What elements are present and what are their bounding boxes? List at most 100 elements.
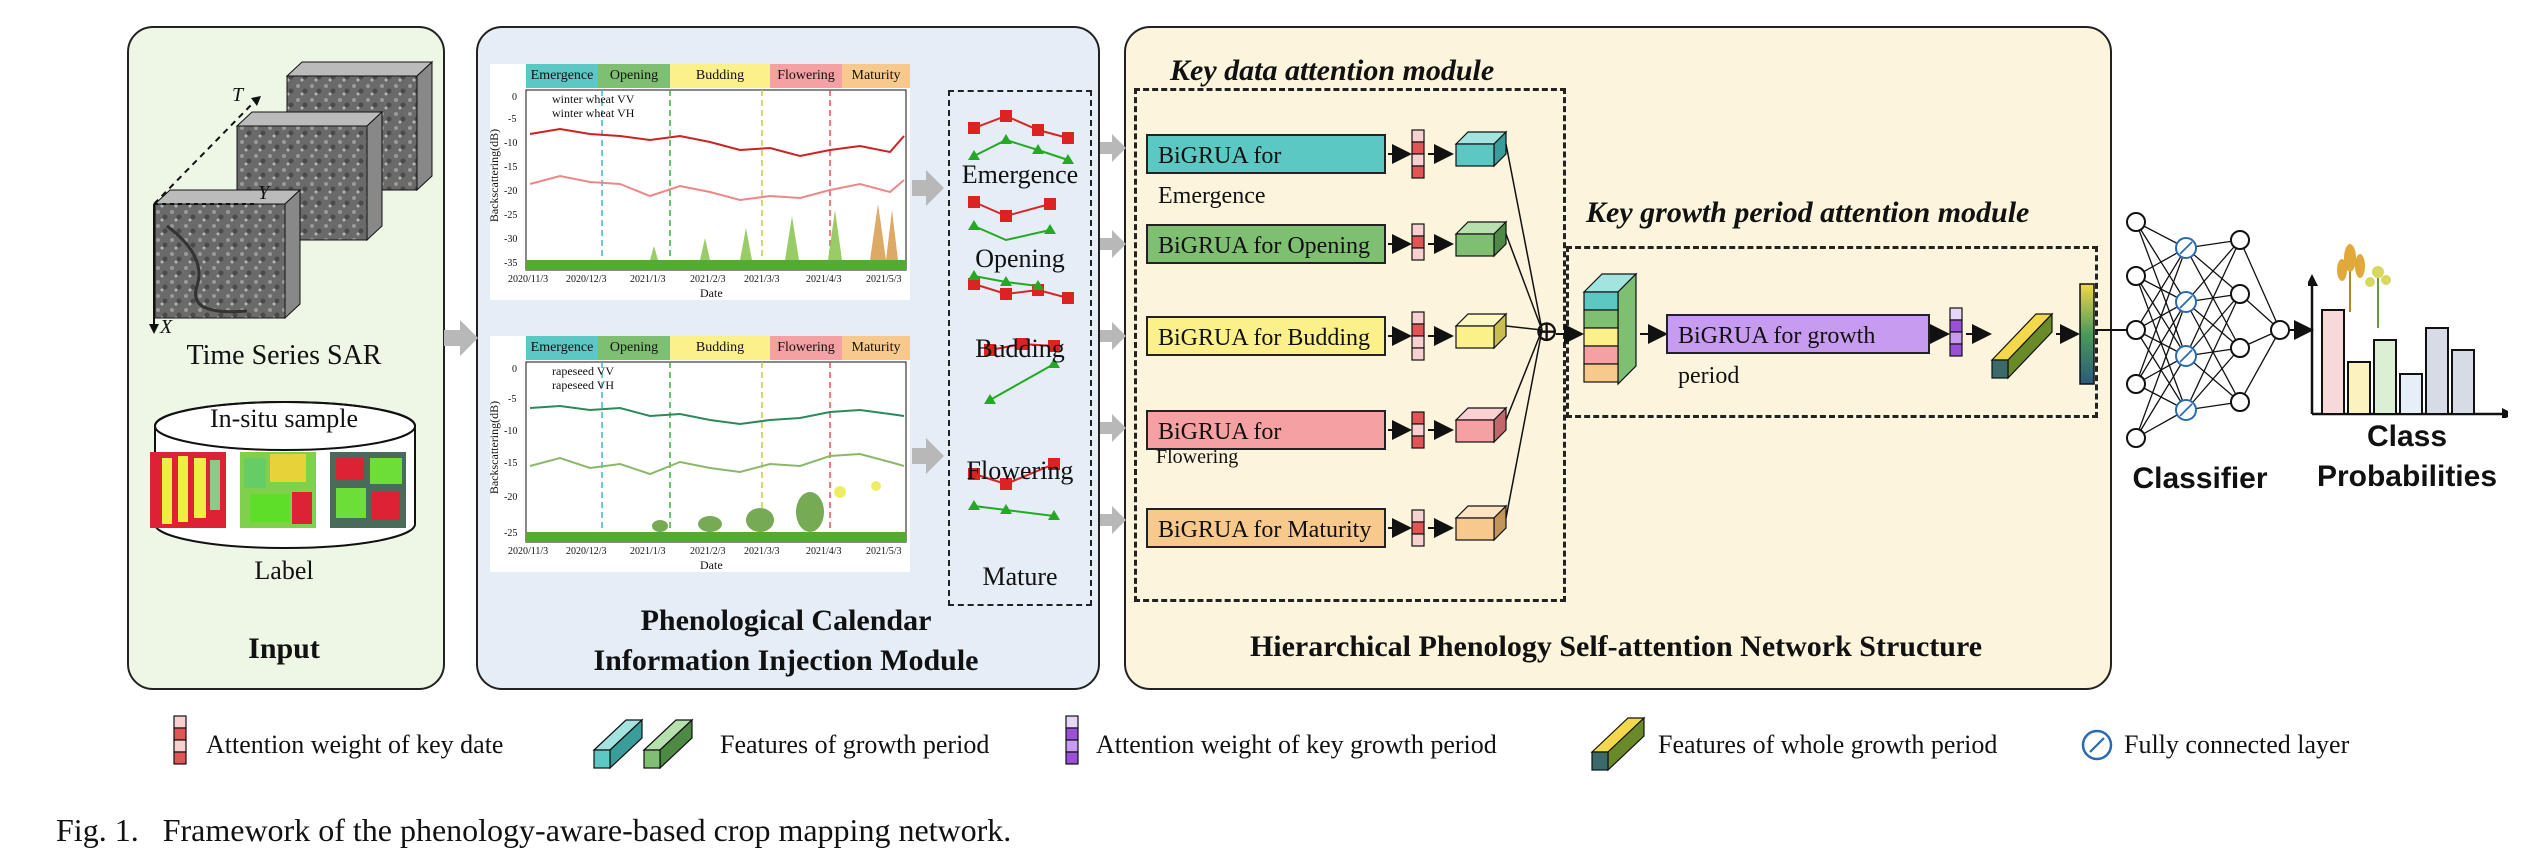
concat-plus-symbol: ⊕: [1534, 315, 1560, 348]
flowering-sequence: [984, 338, 1060, 404]
wheat-legend-vv: winter wheat VV: [552, 92, 635, 106]
probability-bar: [2399, 373, 2423, 415]
wheat-ytick: 0: [512, 92, 517, 103]
legend-attention-weight-icon: [173, 715, 187, 765]
label-image-3: [330, 452, 406, 528]
axis-t-label: T: [232, 84, 244, 106]
rapeseed-legend-vh: rapeseed VH: [552, 378, 615, 392]
stage-label-opening: Opening: [975, 244, 1065, 273]
wheat-xtick: 2021/3/3: [744, 274, 780, 285]
wheat-xtick: 2020/12/3: [566, 274, 607, 285]
row-emergence: [1388, 129, 1508, 179]
bigrua-flowering: BiGRUA for: [1146, 410, 1386, 450]
wheat-xtick: 2021/4/3: [806, 274, 842, 285]
rapeseed-chart: Emergence Opening Budding Flowering Matu…: [487, 336, 910, 572]
wheat-ytick: -30: [504, 234, 518, 245]
rapeseed-ytick: -25: [504, 528, 518, 539]
rapeseed-ytick: 0: [512, 364, 517, 375]
wheat-ytick: -15: [504, 162, 518, 173]
rapeseed-xtick: 2021/5/3: [866, 546, 902, 557]
phenology-title-line1: Phenological Calendar: [640, 604, 932, 637]
rapeseed-legend-vv: rapeseed VV: [552, 364, 615, 378]
rapeseed-ytick: -5: [508, 394, 517, 405]
wheat-ytick: -35: [504, 258, 518, 269]
phase-band-emergence: Emergence: [526, 64, 598, 88]
row-budding: [1388, 311, 1508, 361]
rapeseed-xlabel: Date: [700, 558, 723, 572]
probability-bar: [2347, 361, 2371, 415]
axis-x-label: X: [160, 316, 173, 338]
arrow-wheat-to-stages: [912, 170, 944, 206]
wheat-xtick: 2021/2/3: [690, 274, 726, 285]
stage-sequences: [968, 110, 1074, 520]
axis-y-label: Y: [258, 182, 270, 204]
label-image-2: [240, 452, 316, 528]
wheat-ylabel: Backscattering(dB): [487, 128, 502, 223]
classifier-network: [2096, 212, 2314, 448]
wheat-chart-plot: [525, 89, 907, 271]
phase-band-opening: Opening: [598, 64, 670, 88]
rapeseed-xtick: 2020/11/3: [508, 546, 549, 557]
stage-label-mature: Mature: [982, 562, 1058, 591]
bigrua-opening: BiGRUA for Opening: [1146, 224, 1386, 264]
legend-whole-growth-label: Features of whole growth period: [1658, 730, 1998, 759]
insitu-label: In-situ sample: [209, 404, 359, 433]
input-title: Input: [248, 632, 320, 665]
sar-label: Time Series SAR: [186, 340, 382, 371]
phase-band-emergence: Emergence: [526, 336, 598, 360]
key-data-module-box: [1134, 88, 1566, 602]
key-data-module-title: Key data attention module: [1170, 54, 1495, 87]
legend-attention-weight-label: Attention weight of key date: [206, 730, 504, 759]
legend-whole-growth-icon: [1590, 716, 1646, 772]
wheat-xtick: 2021/1/3: [630, 274, 666, 285]
growth-attention-bar: [1949, 307, 1963, 357]
rapeseed-xtick: 2021/4/3: [806, 546, 842, 557]
wheat-chart: Emergence Opening Budding Flowering Matu…: [487, 64, 910, 300]
bigrua-growth-period: BiGRUA for growth period: [1666, 314, 1930, 389]
wheat-xtick: 2020/11/3: [508, 274, 549, 285]
pooled-feature-bar: [2079, 283, 2095, 385]
class-probabilities-line1: Class: [2366, 420, 2448, 453]
sar-stack-illustration: [149, 60, 434, 334]
network-title: Hierarchical Phenology Self-attention Ne…: [1249, 630, 1983, 663]
phase-band-maturity: Maturity: [842, 336, 910, 360]
wheat-ytick: -5: [508, 114, 517, 125]
label-image-1: [150, 452, 226, 528]
phase-band-opening: Opening: [598, 336, 670, 360]
bigrua-emergence: BiGRUA for Emergence: [1146, 134, 1386, 209]
emergence-sequence: [968, 110, 1074, 164]
phase-band-maturity: Maturity: [842, 64, 910, 88]
budding-sequence: [968, 270, 1074, 304]
rapeseed-xtick: 2020/12/3: [566, 546, 607, 557]
class-probabilities-line2: Probabilities: [2316, 460, 2498, 493]
whole-growth-feature: [1990, 312, 2054, 380]
wheat-xlabel: Date: [700, 286, 723, 300]
rapeseed-ytick: -15: [504, 458, 518, 469]
wheat-ytick: -20: [504, 186, 518, 197]
probability-bar: [2321, 309, 2345, 415]
phase-band-budding: Budding: [670, 64, 770, 88]
wheat-ytick: -25: [504, 210, 518, 221]
rapeseed-chart-plot: [525, 361, 907, 543]
probability-bar: [2451, 349, 2475, 415]
phase-band-flowering: Flowering: [770, 64, 842, 88]
crop-illustration: [2337, 244, 2391, 328]
row-flowering: [1388, 406, 1508, 449]
bigrua-flowering-line2: Flowering: [1156, 446, 1239, 468]
probability-bar: [2373, 339, 2397, 415]
row-opening: [1388, 220, 1508, 261]
wheat-ytick: -10: [504, 138, 518, 149]
row-maturity: [1388, 504, 1508, 547]
legend-growth-attention-icon: [1065, 715, 1079, 765]
stage-label-flowering: Flowering: [966, 456, 1074, 485]
phase-band-flowering: Flowering: [770, 336, 842, 360]
classifier-label: Classifier: [2132, 462, 2268, 495]
wheat-legend-vh: winter wheat VH: [552, 106, 635, 120]
mature-sequence: [968, 458, 1060, 520]
legend-fc-layer-icon: [2081, 729, 2113, 761]
figure-caption: Fig. 1. Framework of the phenology-aware…: [56, 812, 1012, 848]
rapeseed-xtick: 2021/1/3: [630, 546, 666, 557]
legend-growth-attention-label: Attention weight of key growth period: [1096, 730, 1497, 759]
insitu-cylinder: [150, 401, 416, 549]
bigrua-maturity: BiGRUA for Maturity: [1146, 508, 1386, 548]
